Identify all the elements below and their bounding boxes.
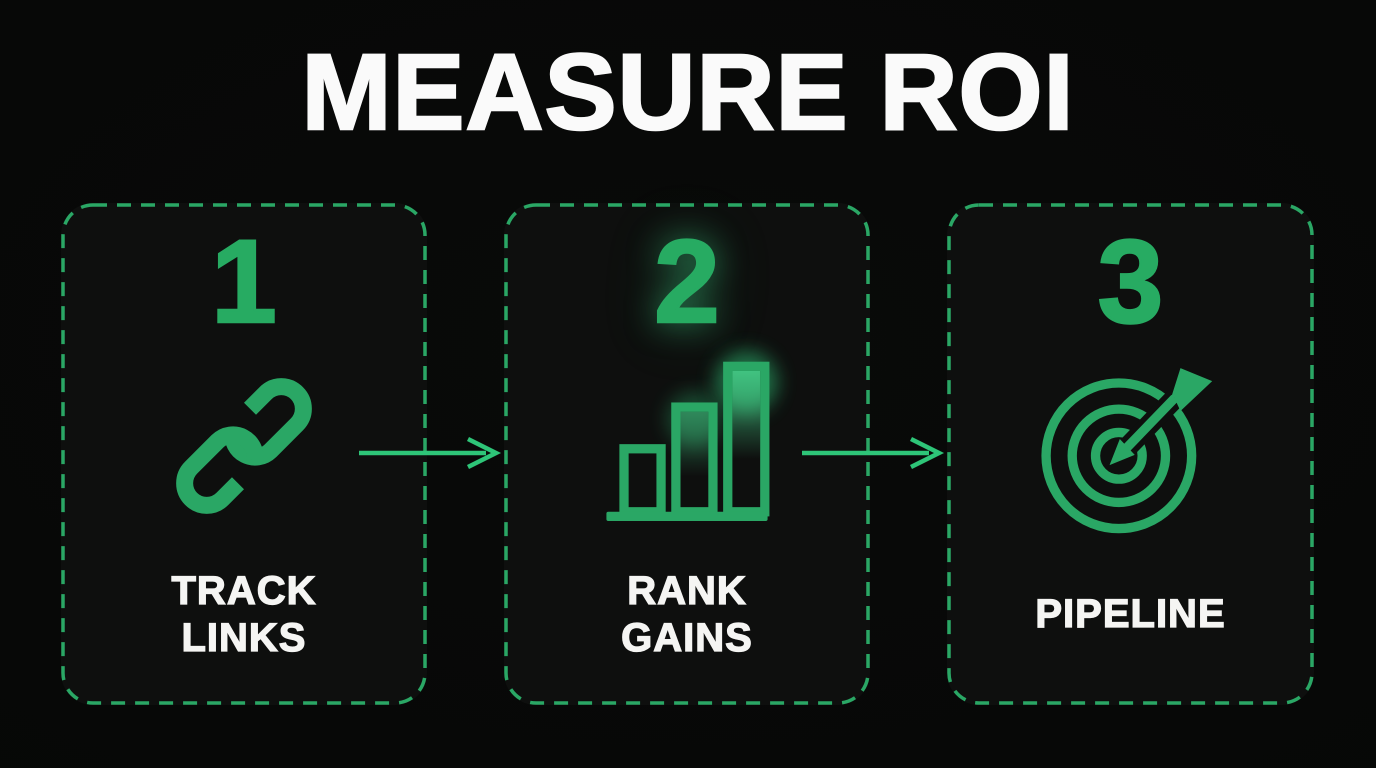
- target-arrow-icon: [1040, 368, 1212, 534]
- step-card-3: 3 PIPELINE: [947, 203, 1314, 705]
- arrow-right-icon: [802, 436, 945, 470]
- page-title: MEASURE ROI: [300, 31, 1075, 152]
- step-number: 2: [653, 216, 721, 348]
- arrow-right-icon: [359, 436, 502, 470]
- bar-chart-icon: [606, 350, 778, 522]
- step-icon-area: [947, 355, 1314, 537]
- dashed-border: [947, 203, 1314, 705]
- step-connector-2: [799, 436, 945, 475]
- step-icon-area: [61, 355, 427, 537]
- chain-link-icon: [176, 378, 312, 514]
- step-number: 1: [210, 216, 278, 348]
- dashed-border: [504, 203, 870, 705]
- dashed-border: [61, 203, 427, 705]
- step-icon-area: [504, 350, 870, 537]
- step-connector-1: [356, 436, 502, 475]
- step-label: PIPELINE: [1035, 592, 1226, 637]
- step-label: TRACK LINKS: [171, 568, 317, 660]
- step-label: RANK GAINS: [621, 568, 753, 660]
- step-number: 3: [1096, 216, 1164, 348]
